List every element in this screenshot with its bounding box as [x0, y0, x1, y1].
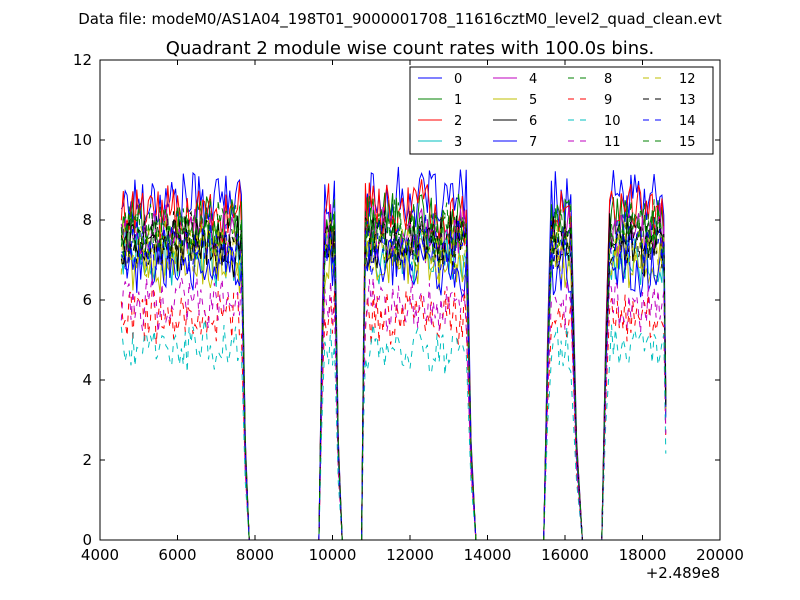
legend-label-9: 9 — [604, 93, 612, 108]
y-tick-label: 6 — [82, 291, 92, 309]
legend-label-1: 1 — [454, 93, 462, 108]
x-tick-label: 18000 — [619, 546, 667, 564]
y-tick-label: 12 — [73, 51, 92, 69]
x-tick-label: 6000 — [158, 546, 196, 564]
series-line-9 — [120, 287, 667, 540]
series-line-10 — [120, 319, 667, 540]
series-line-5 — [120, 234, 667, 540]
x-tick-label: 16000 — [541, 546, 589, 564]
series-layer — [120, 166, 667, 540]
legend-label-7: 7 — [529, 135, 537, 150]
x-tick-label: 4000 — [81, 546, 119, 564]
legend-frame — [409, 66, 714, 155]
legend-label-2: 2 — [454, 114, 462, 129]
y-tick-label: 2 — [82, 451, 92, 469]
series-line-15 — [120, 195, 667, 540]
legend-label-3: 3 — [454, 135, 462, 150]
legend-label-12: 12 — [679, 72, 696, 87]
y-tick-label: 0 — [82, 531, 92, 549]
legend-label-13: 13 — [679, 93, 696, 108]
legend-label-14: 14 — [679, 114, 696, 129]
legend-label-11: 11 — [604, 135, 621, 150]
x-tick-label: 20000 — [696, 546, 744, 564]
y-tick-label: 4 — [82, 371, 92, 389]
legend-label-6: 6 — [529, 114, 537, 129]
legend-label-4: 4 — [529, 72, 537, 87]
chart-title: Quadrant 2 module wise count rates with … — [166, 38, 655, 59]
y-tick-label: 10 — [73, 131, 92, 149]
x-offset-label: +2.489e8 — [646, 564, 720, 582]
series-line-14 — [120, 212, 667, 540]
legend-label-8: 8 — [604, 72, 612, 87]
x-tick-label: 10000 — [309, 546, 357, 564]
y-tick-label: 8 — [82, 211, 92, 229]
series-line-11 — [120, 275, 667, 540]
x-tick-label: 12000 — [386, 546, 434, 564]
legend-label-0: 0 — [454, 72, 462, 87]
ticks-layer: 4000 6000 8000 10000 12000 14000 16000 18000 200… — [73, 51, 744, 564]
legend-label-10: 10 — [604, 114, 621, 129]
chart-suptitle: Data file: modeM0/AS1A04_198T01_90000017… — [78, 10, 722, 29]
legend-label-15: 15 — [679, 135, 696, 150]
x-tick-label: 8000 — [236, 546, 274, 564]
x-tick-label: 14000 — [464, 546, 512, 564]
series-line-12 — [120, 219, 667, 540]
series-line-7 — [121, 238, 667, 540]
legend-label-5: 5 — [529, 93, 537, 108]
